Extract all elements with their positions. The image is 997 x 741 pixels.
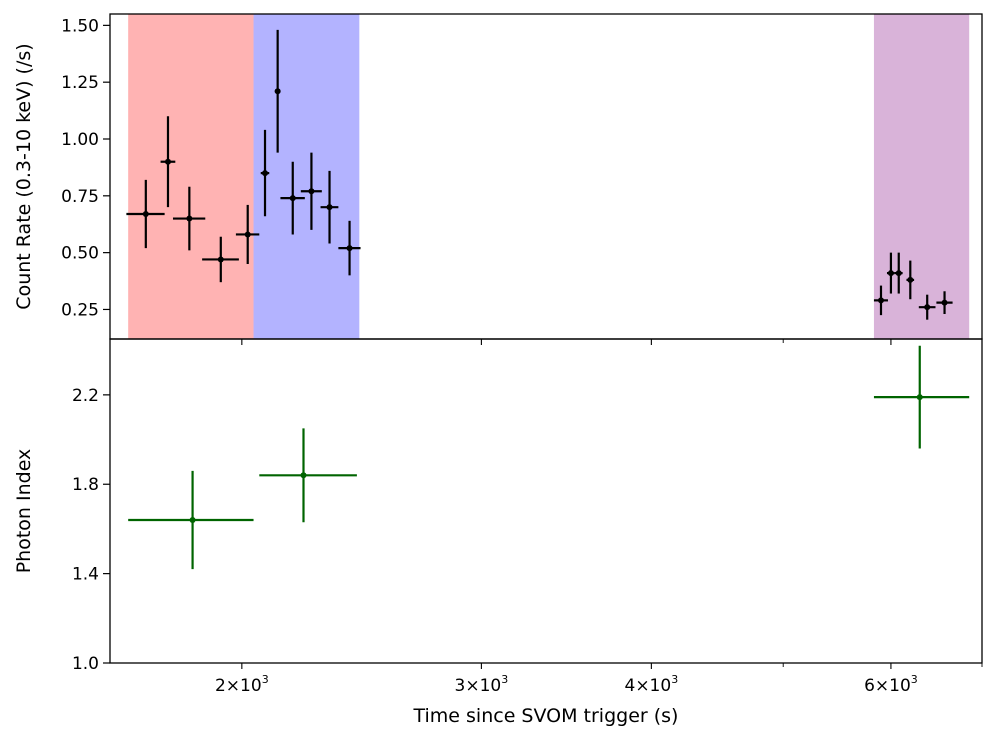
count-rate-point-1 [126,179,165,249]
bottom-data-points [128,345,970,570]
count-rate-marker [142,211,149,217]
count-rate-marker [164,158,171,165]
bottom-y-tick-label: 1.4 [72,565,99,585]
count-rate-marker [326,204,333,211]
count-rate-marker [877,297,884,304]
bottom-x-tick-label: 4×103 [625,673,679,696]
bottom-x-tick-label: 6×103 [864,673,918,696]
bottom-y-axis-label: Photon Index [13,449,35,574]
count-rate-point-8 [280,161,305,235]
count-rate-point-7 [274,29,281,153]
top-x-ticks [241,339,983,345]
photon-index-point-2 [259,428,357,523]
count-rate-marker [289,195,296,202]
count-rate-marker [244,231,251,238]
bottom-x-tick-label: 2×103 [215,673,269,696]
top-shaded-intervals [128,14,970,339]
count-rate-point-12 [873,285,888,316]
count-rate-marker [941,299,948,306]
photon-index-point-1 [128,470,254,570]
bottom-panel: 1.0 1.4 1.8 2.2 2×103 3×103 4×103 6×103 Photon… [13,338,983,727]
bottom-y-tick-label: 2.2 [72,386,99,406]
count-rate-point-13 [886,252,895,294]
top-y-tick-label: 1.50 [61,16,99,36]
top-y-tick-label: 0.50 [61,244,99,264]
count-rate-marker [346,245,353,252]
top-y-axis-label: Count Rate (0.3-10 keV) (/s) [13,43,35,309]
bottom-axes-frame [109,338,983,664]
count-rate-marker [186,215,193,222]
bottom-y-tick-label: 1.0 [72,654,99,674]
photon-index-marker [916,394,923,401]
count-rate-point-10 [320,170,339,244]
count-rate-point-17 [936,291,953,314]
count-rate-point-15 [906,260,915,300]
top-y-tick-label: 1.25 [61,73,99,93]
bottom-x-tick-label: 3×103 [455,673,509,696]
top-y-tick-label: 1.00 [61,130,99,150]
count-rate-marker [924,304,931,311]
photon-index-point-3 [873,345,970,449]
top-y-tick-label: 0.25 [61,300,99,320]
x-axis-label: Time since SVOM trigger (s) [413,705,679,727]
top-panel: 0.25 0.50 0.75 1.00 1.25 1.50 Count Rate (0.3… [13,13,983,345]
count-rate-marker [308,188,315,195]
top-y-tick-label: 0.75 [61,187,99,207]
count-rate-point-2 [160,116,176,208]
count-rate-marker [907,276,914,283]
count-rate-point-3 [172,186,206,251]
photon-index-marker [189,516,196,523]
count-rate-point-11 [338,220,361,276]
photon-index-marker [300,472,307,479]
count-rate-point-9 [300,152,322,230]
count-rate-marker [895,270,902,277]
count-rate-point-6 [260,129,270,217]
count-rate-marker [262,170,269,177]
bottom-x-ticks: 2×103 3×103 4×103 6×103 [215,663,983,696]
top-data-points [126,29,953,320]
bottom-y-ticks: 1.0 1.4 1.8 2.2 [72,386,110,674]
top-y-ticks: 0.25 0.50 0.75 1.00 1.25 1.50 [61,16,110,320]
shaded-interval-2 [253,14,360,339]
count-rate-marker [887,270,894,277]
shaded-interval-1 [128,14,254,339]
count-rate-marker [217,256,224,263]
count-rate-point-5 [235,204,260,264]
count-rate-marker [274,88,281,95]
shaded-interval-3 [873,14,970,339]
count-rate-point-14 [894,252,903,294]
count-rate-point-16 [918,294,936,320]
count-rate-point-4 [202,236,239,283]
bottom-y-tick-label: 1.8 [72,475,99,495]
